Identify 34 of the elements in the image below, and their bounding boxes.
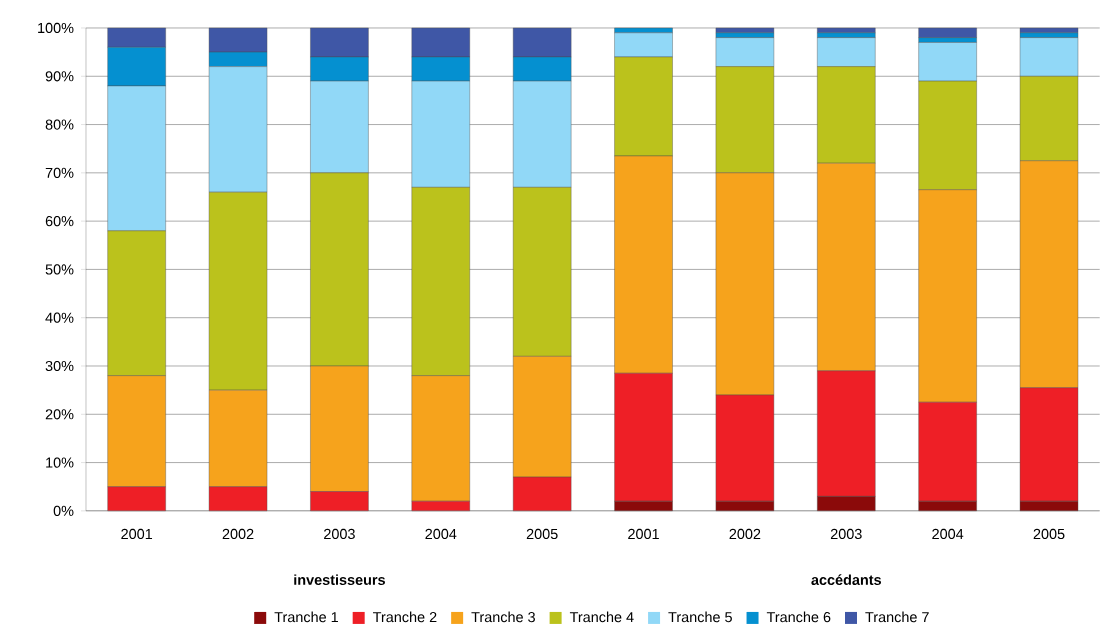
legend-label: Tranche 7 bbox=[865, 611, 929, 623]
x-tick-label: 2001 bbox=[628, 528, 659, 540]
legend-label: Tranche 4 bbox=[569, 611, 634, 623]
x-tick-label: 2001 bbox=[121, 528, 153, 540]
y-tick-label: 80% bbox=[45, 119, 74, 130]
x-tick-label: 2004 bbox=[425, 528, 457, 540]
bar bbox=[918, 27, 977, 38]
x-tick-label: 2003 bbox=[830, 528, 862, 540]
x-tick-label: 2002 bbox=[222, 528, 254, 540]
y-tick-label: 10% bbox=[46, 457, 74, 468]
x-tick-label: 2002 bbox=[729, 528, 761, 540]
text: accédants bbox=[811, 574, 882, 586]
x-tick-label: 2005 bbox=[1033, 528, 1065, 540]
y-tick-label: 0% bbox=[53, 505, 74, 517]
bar bbox=[1019, 27, 1079, 34]
legend-label: Tranche 1 bbox=[274, 611, 338, 623]
y-tick-label: 40% bbox=[45, 312, 74, 323]
legend-label: Tranche 3 bbox=[471, 611, 535, 623]
legend-label: Tranche 6 bbox=[766, 611, 831, 623]
legend-label: Tranche 2 bbox=[372, 611, 437, 623]
y-tick-label: 60% bbox=[45, 216, 74, 227]
x-tick-label: 2003 bbox=[324, 528, 355, 540]
text: investisseurs bbox=[294, 574, 385, 586]
bar bbox=[817, 27, 876, 34]
x-tick-label: 2005 bbox=[526, 528, 558, 540]
x-tick-label: 2004 bbox=[932, 528, 964, 540]
y-tick-label: 30% bbox=[45, 360, 74, 372]
legend-label: Tranche 5 bbox=[668, 611, 732, 623]
y-tick-label: 20% bbox=[45, 409, 74, 420]
y-tick-label: 90% bbox=[45, 71, 74, 82]
y-tick-label: 70% bbox=[45, 167, 74, 179]
y-tick-label: 100% bbox=[38, 22, 74, 34]
y-tick-label: 50% bbox=[45, 264, 74, 275]
bar bbox=[715, 27, 775, 34]
